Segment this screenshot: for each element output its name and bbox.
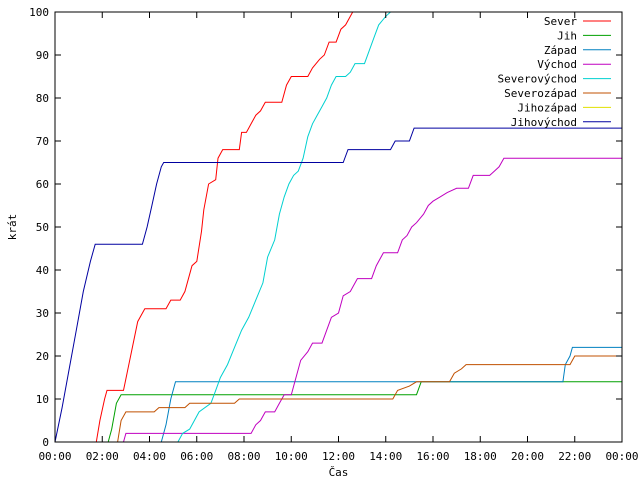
- x-tick-label: 06:00: [180, 450, 213, 463]
- x-tick-label: 04:00: [133, 450, 166, 463]
- legend-label: Jihovýchod: [511, 116, 577, 129]
- y-tick-label: 90: [36, 49, 49, 62]
- legend-label: Západ: [544, 44, 577, 57]
- x-tick-label: 00:00: [38, 450, 71, 463]
- x-tick-label: 14:00: [369, 450, 402, 463]
- series-line-Sever: [95, 12, 354, 442]
- y-tick-label: 10: [36, 393, 49, 406]
- legend-label: Východ: [537, 58, 577, 71]
- y-tick-label: 100: [29, 6, 49, 19]
- series-line-Severovýchod: [177, 12, 391, 442]
- plot-lines: [55, 12, 622, 442]
- legend-label: Severovýchod: [498, 73, 577, 86]
- x-tick-label: 10:00: [275, 450, 308, 463]
- series-line-Východ: [123, 157, 622, 442]
- x-tick-label: 20:00: [511, 450, 544, 463]
- legend-label: Jihozápad: [517, 101, 577, 114]
- y-tick-label: 0: [42, 436, 49, 449]
- y-tick-label: 30: [36, 307, 49, 320]
- legend-label: Sever: [544, 15, 577, 28]
- y-tick-label: 50: [36, 221, 49, 234]
- x-tick-label: 00:00: [605, 450, 638, 463]
- series-line-Severozápad: [117, 355, 622, 442]
- x-tick-label: 18:00: [464, 450, 497, 463]
- legend-label: Jih: [557, 29, 577, 42]
- y-tick-label: 70: [36, 135, 49, 148]
- y-tick-label: 80: [36, 92, 49, 105]
- x-tick-label: 16:00: [416, 450, 449, 463]
- x-tick-label: 22:00: [558, 450, 591, 463]
- y-tick-label: 40: [36, 264, 49, 277]
- x-axis-label: Čas: [329, 466, 349, 479]
- legend-label: Severozápad: [504, 87, 577, 100]
- x-tick-label: 08:00: [227, 450, 260, 463]
- x-tick-label: 12:00: [322, 450, 355, 463]
- y-axis-label: krát: [6, 214, 19, 241]
- axis-ticks: 0 10 20 30 40 50 60 70 80 90 100 00:00 02:00 04:00 06:…: [29, 6, 638, 463]
- series-line-Západ: [160, 346, 622, 442]
- x-tick-label: 02:00: [86, 450, 119, 463]
- y-tick-label: 20: [36, 350, 49, 363]
- series-line-Jihovýchod: [55, 127, 622, 442]
- y-tick-label: 60: [36, 178, 49, 191]
